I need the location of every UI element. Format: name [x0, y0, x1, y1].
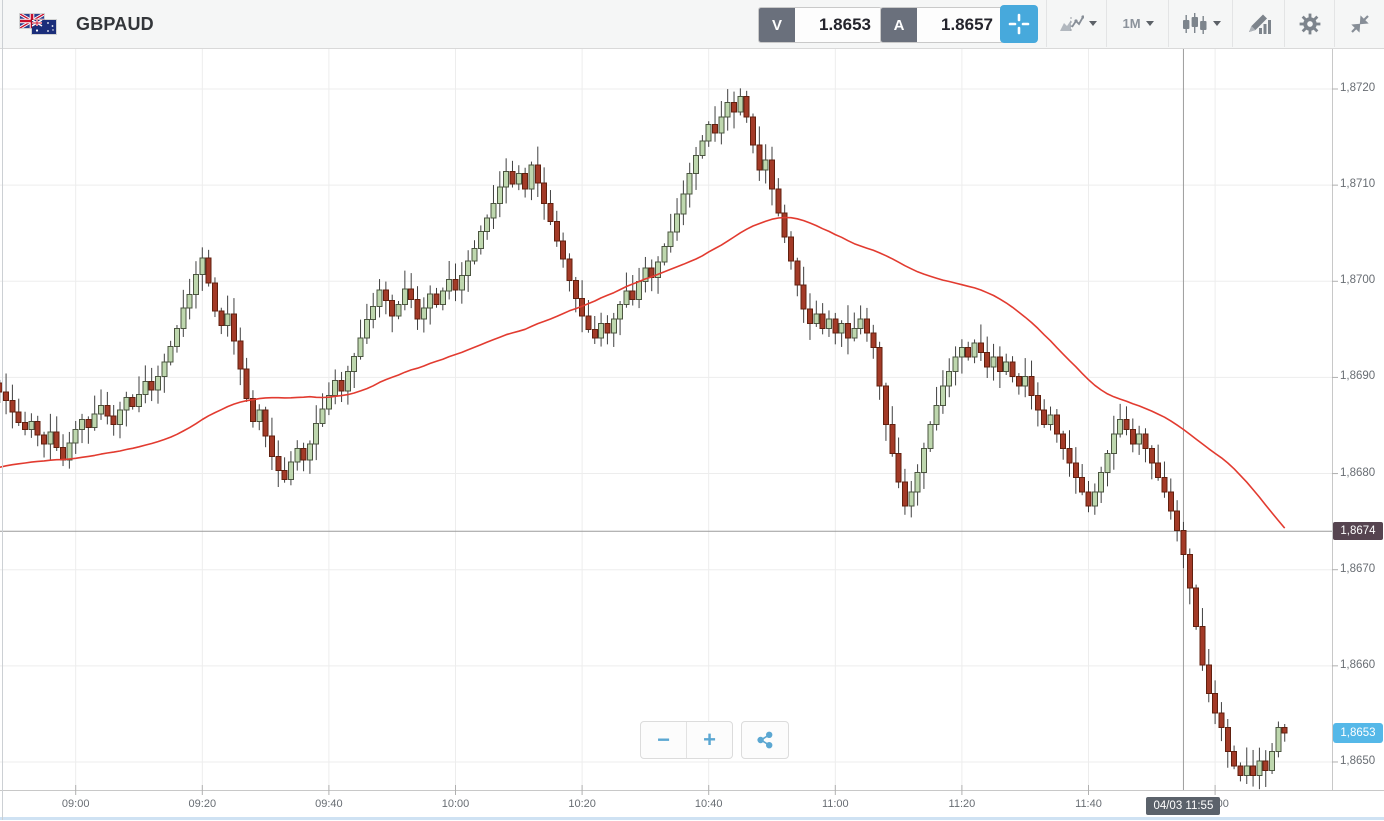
collapse-button[interactable]	[1334, 0, 1384, 47]
price-axis-label: 1,8690	[1340, 370, 1376, 383]
price-axis-label: 1,8700	[1340, 274, 1376, 287]
time-axis-label: 10:40	[694, 798, 723, 810]
share-icon	[757, 731, 773, 749]
time-axis-label: 10:00	[441, 798, 470, 810]
sell-price: 1.8653	[795, 8, 881, 42]
crosshair-button[interactable]	[1000, 5, 1038, 43]
chart-type-dropdown[interactable]	[1046, 0, 1107, 47]
chart-style-dropdown[interactable]	[1168, 0, 1233, 47]
settings-button[interactable]	[1284, 0, 1335, 47]
collapse-icon	[1351, 14, 1369, 33]
sell-button[interactable]: V 1.8653	[758, 7, 882, 43]
au-flag-icon	[32, 20, 56, 34]
pencil-icon	[1249, 14, 1271, 34]
symbol-title: GBPAUD	[76, 13, 154, 34]
timeframe-dropdown[interactable]: 1M	[1106, 0, 1169, 47]
price-axis-label: 1,8660	[1340, 658, 1376, 671]
price-axis-label: 1,8710	[1340, 178, 1376, 191]
time-axis-label: 10:20	[568, 798, 596, 810]
gear-icon	[1299, 13, 1321, 34]
window-bottom-edge	[0, 817, 1384, 820]
buy-button[interactable]: A 1.8657	[880, 7, 1004, 43]
time-axis-label: 11:00	[821, 798, 849, 810]
candlestick-icon	[1182, 12, 1206, 34]
draw-tools-button[interactable]	[1232, 0, 1285, 47]
zoom-in-button[interactable]: +	[686, 722, 732, 758]
crosshair-time-badge: 04/03 11:55	[1146, 797, 1221, 815]
time-axis-label: 09:00	[61, 798, 90, 810]
price-axis[interactable]	[1332, 48, 1384, 820]
chevron-down-icon	[1088, 21, 1097, 26]
price-axis-label: 1,8650	[1340, 754, 1376, 767]
zoom-out-button[interactable]: −	[641, 722, 686, 758]
price-axis-label: 1,8720	[1340, 82, 1376, 94]
price-axis-label: 1,8680	[1340, 466, 1376, 479]
chevron-down-icon	[1212, 21, 1221, 26]
share-button[interactable]	[741, 721, 789, 759]
price-axis-label: 1,8670	[1340, 562, 1376, 575]
plus-icon: +	[703, 727, 716, 752]
time-axis-label: 09:20	[188, 798, 217, 810]
minus-icon: −	[657, 727, 670, 752]
chart-area[interactable]	[0, 48, 1332, 790]
time-axis-label: 09:40	[315, 798, 343, 810]
chart-zoom-controls: − +	[640, 721, 789, 759]
zoom-button-group: − +	[640, 721, 733, 759]
time-axis-label: 11:40	[1075, 798, 1102, 810]
buy-label: A	[881, 8, 917, 42]
sell-label: V	[759, 8, 795, 42]
buy-price: 1.8657	[917, 8, 1003, 42]
crosshair-icon	[1008, 13, 1030, 35]
timeframe-label: 1M	[1122, 16, 1141, 31]
line-price-badge: 1,8674	[1333, 522, 1383, 541]
symbol-header[interactable]: GBPAUD	[20, 0, 154, 48]
gbpaud-flags-icon	[20, 11, 64, 37]
last-price-badge: 1,8653	[1333, 723, 1383, 744]
chart-type-icon	[1059, 14, 1084, 32]
header-toolbar: GBPAUD V 1.8653 A 1.8657 1M	[0, 0, 1384, 49]
time-axis-label: 11:20	[948, 798, 976, 810]
chevron-down-icon	[1145, 21, 1154, 26]
window-left-edge	[2, 0, 3, 820]
